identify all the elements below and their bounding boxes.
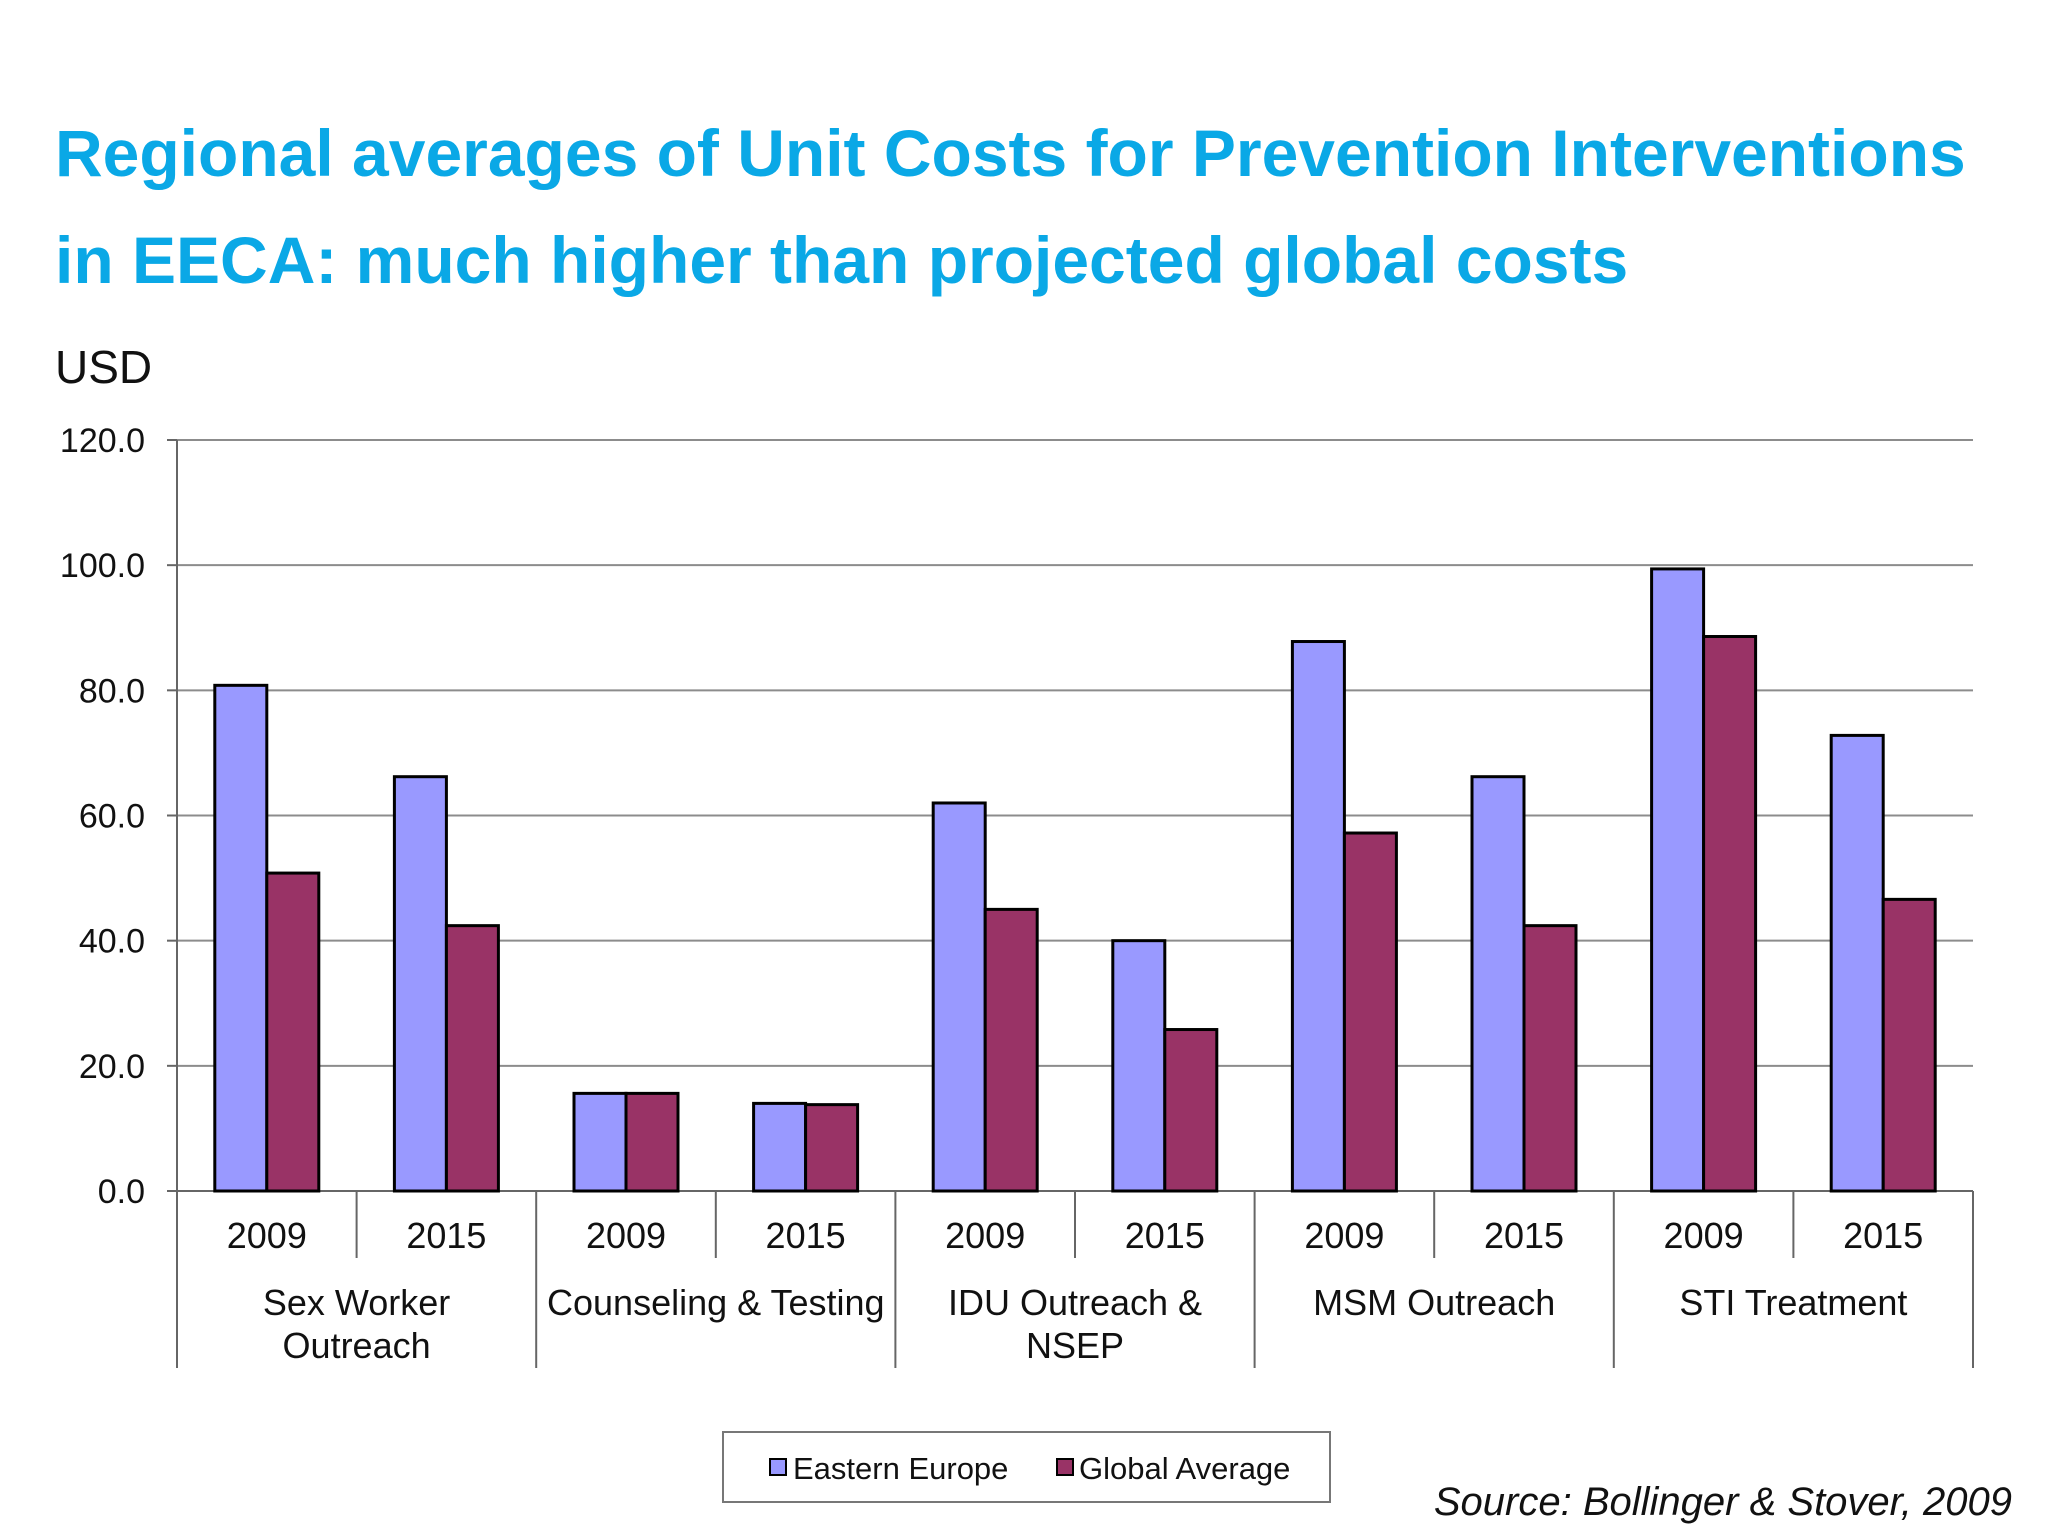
bar-global-average (804, 1103, 860, 1193)
bar-eastern-europe (1290, 640, 1346, 1193)
x-year-label: 2009 (945, 1215, 1025, 1256)
bar-global-average (1522, 924, 1578, 1193)
legend-box (722, 1431, 1331, 1503)
bar-global-average (444, 924, 500, 1193)
x-year-label: 2009 (227, 1215, 307, 1256)
bar-global-average (624, 1091, 680, 1193)
x-year-label: 2009 (1664, 1215, 1744, 1256)
bar-eastern-europe (1829, 733, 1885, 1193)
bar-eastern-europe (1650, 567, 1706, 1193)
x-category-label: NSEP (1026, 1325, 1124, 1366)
y-tick-label: 100.0 (60, 547, 145, 585)
y-tick-label: 120.0 (60, 422, 145, 460)
bar-global-average (1342, 831, 1398, 1193)
bar-eastern-europe (1111, 939, 1167, 1193)
chart-title: Regional averages of Unit Costs for Prev… (55, 100, 2035, 314)
y-tick-label: 0.0 (98, 1173, 145, 1211)
x-category-label: Sex Worker (263, 1282, 450, 1323)
source-note: Source: Bollinger & Stover, 2009 (1433, 1480, 2012, 1524)
x-category-label: IDU Outreach & (948, 1282, 1202, 1323)
x-year-label: 2015 (1125, 1215, 1205, 1256)
bar-eastern-europe (213, 683, 269, 1193)
chart-title-line-1: Regional averages of Unit Costs for Prev… (55, 116, 1966, 190)
x-year-label: 2015 (1484, 1215, 1564, 1256)
bar-eastern-europe (752, 1101, 808, 1193)
x-category-label: STI Treatment (1679, 1282, 1907, 1323)
y-tick-label: 60.0 (79, 798, 145, 836)
legend-swatch-eastern-europe (769, 1458, 787, 1476)
x-year-label: 2015 (1843, 1215, 1923, 1256)
chart-title-line-2: in EECA: much higher than projected glob… (55, 223, 1629, 297)
bar-global-average (1702, 635, 1758, 1193)
bar-eastern-europe (572, 1091, 628, 1193)
bar-eastern-europe (1470, 775, 1526, 1193)
y-tick-label: 80.0 (79, 672, 145, 710)
x-category-label: MSM Outreach (1313, 1282, 1555, 1323)
x-category-label: Counseling & Testing (547, 1282, 885, 1323)
legend-swatch-global-average (1056, 1458, 1074, 1476)
x-year-label: 2015 (406, 1215, 486, 1256)
x-year-label: 2009 (1304, 1215, 1384, 1256)
legend-label-global-average: Global Average (1079, 1451, 1290, 1486)
legend-label-eastern-europe: Eastern Europe (793, 1451, 1008, 1486)
y-tick-label: 20.0 (79, 1048, 145, 1086)
bar-global-average (1163, 1028, 1219, 1193)
bar-eastern-europe (931, 801, 987, 1193)
y-axis-label: USD (55, 341, 152, 393)
bar-global-average (983, 907, 1039, 1193)
x-year-label: 2015 (766, 1215, 846, 1256)
y-tick-label: 40.0 (79, 923, 145, 961)
x-category-label: Outreach (283, 1325, 431, 1366)
x-year-label: 2009 (586, 1215, 666, 1256)
bar-eastern-europe (392, 775, 448, 1193)
bar-global-average (1881, 897, 1937, 1193)
bar-global-average (265, 871, 321, 1193)
